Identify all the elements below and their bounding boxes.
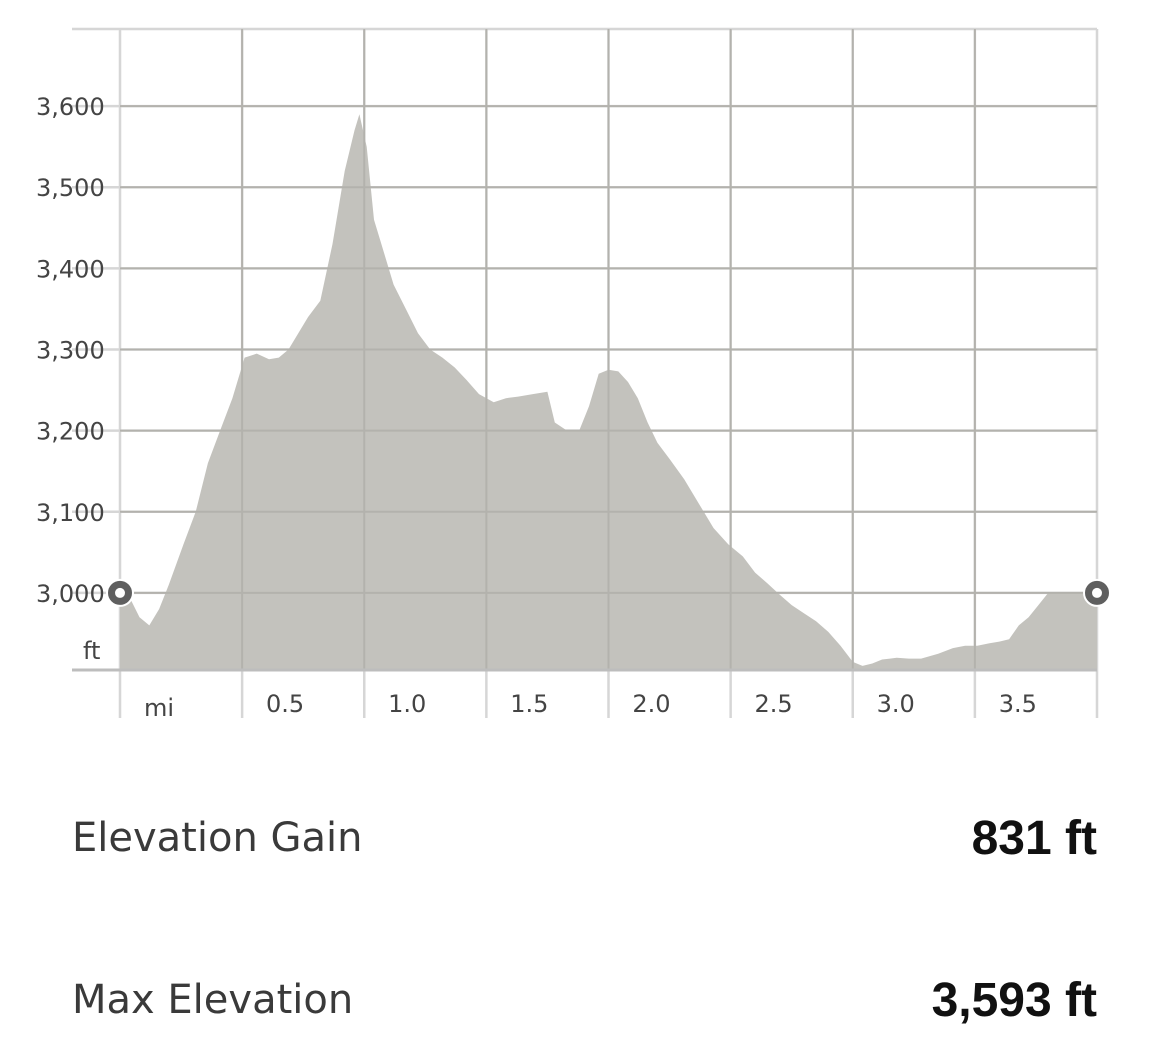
y-tick-label: 3,000 bbox=[36, 580, 105, 608]
max-elevation-value: 3,593 ft bbox=[931, 973, 1097, 1027]
range-start-handle-dot bbox=[115, 587, 125, 598]
y-tick-label: 3,600 bbox=[36, 93, 105, 121]
chart-handle-layer[interactable] bbox=[106, 578, 1111, 607]
x-tick-label: 3.0 bbox=[877, 690, 915, 718]
x-tick-label: 2.5 bbox=[755, 690, 793, 718]
y-tick-label: 3,400 bbox=[36, 255, 105, 283]
chart-area-layer bbox=[72, 29, 1097, 672]
y-unit-label: ft bbox=[83, 637, 100, 665]
range-start-handle[interactable] bbox=[106, 578, 134, 607]
elevation-chart[interactable]: 3,000 3,100 3,200 3,300 3,400 3,500 3,600 0.5 1.… bbox=[0, 0, 1170, 730]
max-elevation-row: Max Elevation 3,593 ft bbox=[72, 965, 1097, 1035]
y-tick-label: 3,300 bbox=[36, 337, 105, 365]
elevation-gain-label: Elevation Gain bbox=[72, 815, 363, 861]
y-tick-label: 3,200 bbox=[36, 418, 105, 446]
max-elevation-label: Max Elevation bbox=[72, 977, 354, 1023]
elevation-gain-value: 831 ft bbox=[971, 811, 1097, 865]
elevation-gain-row: Elevation Gain 831 ft bbox=[72, 803, 1097, 873]
x-unit-label: mi bbox=[144, 694, 174, 722]
elevation-chart-svg[interactable]: 3,000 3,100 3,200 3,300 3,400 3,500 3,600 0.5 1.… bbox=[0, 0, 1170, 730]
x-tick-label: 0.5 bbox=[266, 690, 304, 718]
y-tick-label: 3,100 bbox=[36, 499, 105, 527]
y-tick-label: 3,500 bbox=[36, 174, 105, 202]
range-end-handle[interactable] bbox=[1083, 578, 1111, 607]
x-tick-label: 3.5 bbox=[999, 690, 1037, 718]
x-tick-label: 1.5 bbox=[510, 690, 548, 718]
x-tick-label: 1.0 bbox=[388, 690, 426, 718]
chart-tick-layer: 3,000 3,100 3,200 3,300 3,400 3,500 3,600 0.5 1.… bbox=[36, 93, 1037, 722]
range-end-handle-dot bbox=[1092, 587, 1102, 598]
x-tick-label: 2.0 bbox=[632, 690, 670, 718]
